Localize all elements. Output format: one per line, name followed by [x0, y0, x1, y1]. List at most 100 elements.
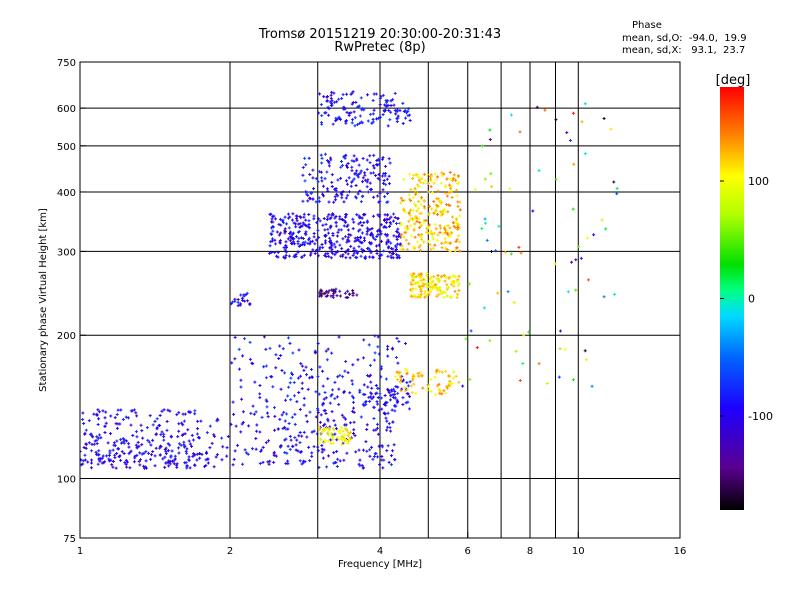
scatter-point — [168, 462, 172, 466]
scatter-point — [113, 444, 117, 448]
scatter-point — [239, 430, 243, 434]
scatter-point — [451, 376, 455, 380]
scatter-point — [297, 434, 301, 438]
scatter-point — [293, 255, 297, 259]
scatter-point — [94, 450, 98, 454]
scatter-point — [144, 450, 148, 454]
scatter-point — [360, 194, 364, 198]
scatter-point — [342, 415, 346, 419]
scatter-point — [107, 459, 111, 463]
scatter-point — [458, 208, 462, 212]
scatter-point — [95, 438, 99, 442]
scatter-point — [96, 423, 100, 427]
scatter-point — [322, 194, 326, 198]
scatter-point — [264, 441, 268, 445]
scatter-point — [237, 347, 241, 351]
scatter-point — [344, 153, 348, 157]
x-axis-label: Frequency [MHz] — [338, 559, 422, 570]
scatter-point — [423, 278, 427, 282]
scatter-point — [367, 343, 371, 347]
scatter-point — [288, 434, 292, 438]
scatter-point — [163, 448, 167, 452]
scatter-point — [572, 162, 576, 166]
scatter-point — [434, 209, 438, 213]
scatter-point — [359, 254, 363, 258]
scatter-point — [402, 235, 406, 239]
scatter-point — [414, 392, 418, 396]
scatter-point — [311, 168, 315, 172]
scatter-point — [241, 410, 245, 414]
scatter-point — [286, 394, 290, 398]
scatter-point — [182, 443, 186, 447]
scatter-point — [380, 157, 384, 161]
scatter-point — [451, 221, 455, 225]
scatter-point — [96, 462, 100, 466]
scatter-point — [401, 396, 405, 400]
scatter-point — [455, 295, 459, 299]
scatter-point — [408, 380, 412, 384]
scatter-point — [352, 220, 356, 224]
scatter-point — [279, 223, 283, 227]
scatter-point — [327, 107, 331, 111]
scatter-point — [389, 394, 393, 398]
scatter-point — [90, 458, 94, 462]
scatter-point — [434, 206, 438, 210]
scatter-point — [374, 173, 378, 177]
scatter-point — [377, 214, 381, 218]
scatter-point — [468, 377, 472, 381]
scatter-point — [271, 215, 275, 219]
scatter-point — [271, 225, 275, 229]
scatter-point — [441, 232, 445, 236]
scatter-point — [455, 246, 459, 250]
scatter-point — [120, 450, 124, 454]
scatter-point — [570, 260, 574, 264]
scatter-point — [130, 409, 134, 413]
scatter-point — [386, 347, 390, 351]
scatter-point — [138, 463, 142, 467]
scatter-point — [367, 395, 371, 399]
scatter-point — [340, 413, 344, 417]
scatter-point — [288, 447, 292, 451]
scatter-point — [300, 255, 304, 259]
scatter-point — [408, 172, 412, 176]
scatter-point — [350, 102, 354, 106]
scatter-point — [448, 170, 452, 174]
scatter-point — [348, 391, 352, 395]
scatter-point — [358, 189, 362, 193]
scatter-point — [351, 253, 355, 257]
scatter-point — [335, 192, 339, 196]
scatter-point — [356, 123, 360, 127]
scatter-point — [346, 228, 350, 232]
scatter-point — [384, 400, 388, 404]
scatter-point — [404, 401, 408, 405]
scatter-point — [278, 217, 282, 221]
x-tick-label: 1 — [77, 546, 83, 557]
scatter-point — [409, 280, 413, 284]
scatter-point — [302, 459, 306, 463]
scatter-point — [446, 241, 450, 245]
scatter-point — [380, 445, 384, 449]
chart-title: Tromsø 20151219 20:30:00-20:31:43 — [258, 27, 502, 42]
scatter-point — [283, 419, 287, 423]
scatter-point — [323, 390, 327, 394]
scatter-point — [321, 430, 325, 434]
scatter-point — [241, 420, 245, 424]
scatter-point — [277, 233, 281, 237]
scatter-point — [237, 367, 241, 371]
scatter-point — [86, 460, 90, 464]
scatter-point — [324, 349, 328, 353]
scatter-point — [375, 426, 379, 430]
x-tick-label: 4 — [377, 546, 383, 557]
scatter-point — [334, 224, 338, 228]
scatter-point — [371, 120, 375, 124]
scatter-point — [387, 422, 391, 426]
scatter-point — [352, 406, 356, 410]
scatter-point — [284, 253, 288, 257]
scatter-point — [440, 392, 444, 396]
scatter-point — [390, 346, 394, 350]
scatter-point — [422, 240, 426, 244]
scatter-point — [432, 181, 436, 185]
scatter-point — [351, 396, 355, 400]
scatter-point — [574, 258, 578, 262]
scatter-point — [388, 426, 392, 430]
